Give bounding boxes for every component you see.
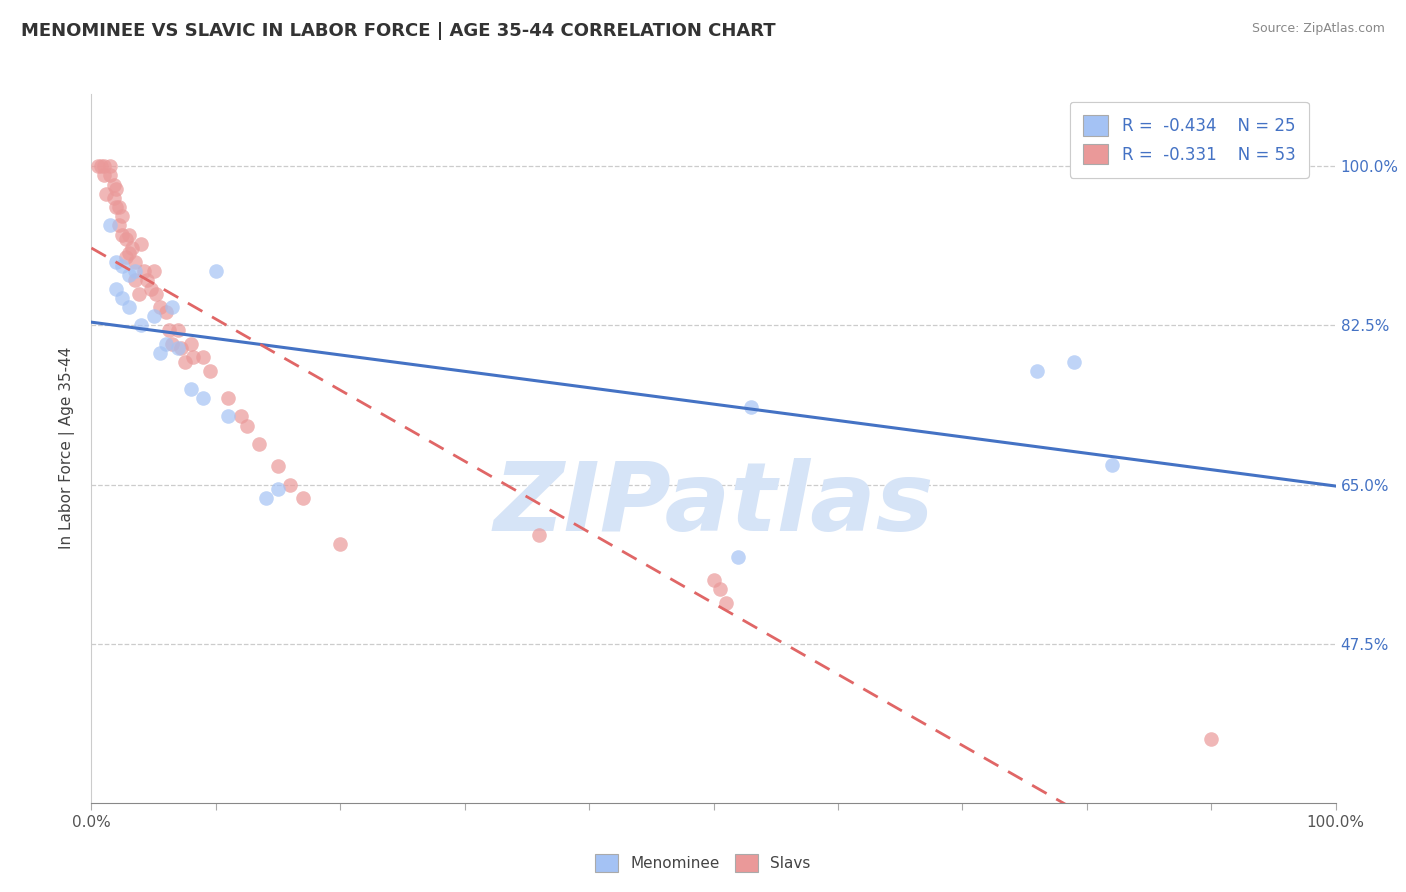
Point	[740, 401, 762, 415]
Point	[205, 264, 228, 278]
Point	[267, 482, 290, 496]
Point	[149, 345, 172, 359]
Point	[180, 336, 202, 351]
Point	[1101, 458, 1123, 472]
Point	[714, 596, 737, 610]
Point	[136, 273, 159, 287]
Legend: R =  -0.434    N = 25, R =  -0.331    N = 53: R = -0.434 N = 25, R = -0.331 N = 53	[1070, 102, 1309, 178]
Point	[115, 232, 138, 246]
Point	[86, 160, 108, 174]
Point	[107, 200, 129, 214]
Point	[111, 227, 134, 242]
Point	[155, 336, 177, 351]
Point	[105, 182, 128, 196]
Point	[107, 219, 129, 233]
Point	[129, 318, 152, 333]
Point	[267, 459, 290, 474]
Point	[217, 409, 239, 424]
Point	[329, 537, 352, 551]
Point	[105, 200, 128, 214]
Point	[115, 250, 138, 264]
Point	[1026, 364, 1049, 378]
Point	[155, 305, 177, 319]
Point	[247, 436, 270, 450]
Point	[167, 323, 190, 337]
Point	[93, 160, 115, 174]
Text: MENOMINEE VS SLAVIC IN LABOR FORCE | AGE 35-44 CORRELATION CHART: MENOMINEE VS SLAVIC IN LABOR FORCE | AGE…	[21, 22, 776, 40]
Point	[93, 169, 115, 183]
Point	[128, 286, 150, 301]
Point	[98, 160, 121, 174]
Legend: Menominee, Slavs: Menominee, Slavs	[588, 846, 818, 880]
Point	[529, 527, 551, 541]
Point	[229, 409, 252, 424]
Point	[183, 351, 205, 365]
Point	[111, 210, 134, 224]
Point	[198, 364, 221, 378]
Point	[142, 264, 165, 278]
Y-axis label: In Labor Force | Age 35-44: In Labor Force | Age 35-44	[59, 347, 76, 549]
Point	[162, 301, 184, 315]
Point	[702, 573, 725, 587]
Point	[170, 341, 193, 355]
Point	[193, 351, 215, 365]
Point	[111, 260, 134, 274]
Point	[173, 355, 195, 369]
Point	[118, 268, 141, 283]
Point	[193, 391, 215, 405]
Point	[118, 245, 141, 260]
Point	[139, 282, 162, 296]
Point	[124, 273, 146, 287]
Point	[105, 255, 128, 269]
Point	[291, 491, 314, 506]
Point	[96, 186, 118, 201]
Text: Source: ZipAtlas.com: Source: ZipAtlas.com	[1251, 22, 1385, 36]
Point	[129, 236, 152, 251]
Point	[121, 241, 143, 255]
Point	[1063, 355, 1085, 369]
Point	[149, 301, 172, 315]
Point	[236, 418, 259, 433]
Point	[727, 550, 749, 565]
Point	[124, 264, 146, 278]
Point	[103, 191, 125, 205]
Point	[118, 227, 141, 242]
Point	[124, 255, 146, 269]
Point	[157, 323, 180, 337]
Point	[217, 391, 239, 405]
Text: ZIPatlas: ZIPatlas	[494, 458, 934, 551]
Point	[254, 491, 277, 506]
Point	[105, 282, 128, 296]
Point	[142, 310, 165, 324]
Point	[132, 264, 155, 278]
Point	[98, 169, 121, 183]
Point	[280, 477, 302, 491]
Point	[111, 291, 134, 305]
Point	[103, 178, 125, 192]
Point	[709, 582, 731, 596]
Point	[98, 219, 121, 233]
Point	[162, 336, 184, 351]
Point	[118, 301, 141, 315]
Point	[180, 382, 202, 396]
Point	[167, 341, 190, 355]
Point	[90, 160, 112, 174]
Point	[1201, 732, 1223, 747]
Point	[145, 286, 167, 301]
